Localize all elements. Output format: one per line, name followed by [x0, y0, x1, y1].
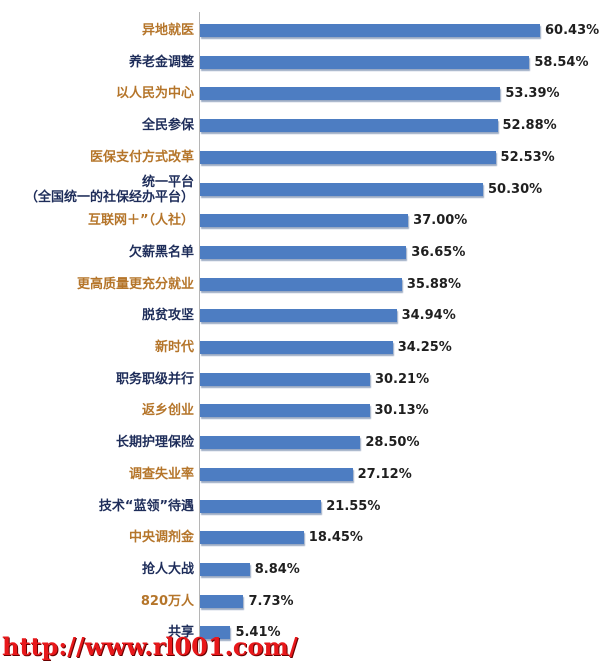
bar-value-label: 52.53% — [500, 149, 555, 165]
bar — [200, 562, 250, 576]
category-label: 抢人大战 — [142, 562, 194, 577]
category-label-line: 脱贫攻坚 — [141, 308, 194, 324]
bar — [200, 404, 370, 418]
category-label: 养老金调整 — [129, 55, 194, 70]
bar — [200, 150, 496, 164]
bar-value-label: 58.54% — [534, 54, 589, 70]
category-label-line: 技术“蓝领”待遇 — [98, 498, 194, 514]
category-label-line: 长期护理保险 — [115, 435, 194, 451]
bar — [200, 182, 483, 196]
watermark: http://www.rl001.com/ — [2, 632, 298, 661]
bar — [200, 467, 353, 481]
category-label: 脱贫攻坚 — [142, 308, 194, 323]
bar-value-label: 53.39% — [505, 86, 560, 102]
category-label: 返乡创业 — [142, 403, 194, 418]
bar-value-label: 30.21% — [374, 371, 430, 387]
bar-value-label: 30.13% — [374, 403, 429, 419]
bar-value-label: 21.55% — [326, 498, 381, 514]
category-label: 调查失业率 — [129, 467, 194, 482]
category-label-line: 调查失业率 — [128, 466, 194, 482]
bar — [200, 531, 304, 545]
bar-value-label: 18.45% — [308, 530, 363, 546]
category-label-line: 中央调剂金 — [128, 530, 194, 546]
category-label: 更高质量更充分就业 — [77, 277, 194, 292]
bar-value-label: 5.41% — [235, 625, 281, 641]
bar-value-label: 27.12% — [357, 466, 412, 482]
category-label-line: 职务职级并行 — [115, 371, 194, 387]
y-axis-line — [199, 12, 200, 652]
bar-value-label: 8.84% — [254, 561, 300, 577]
category-label-line: 全民参保 — [141, 118, 194, 134]
category-label: 中央调剂金 — [129, 530, 194, 545]
bar — [200, 309, 397, 323]
category-label: 共享 — [168, 625, 194, 640]
bar — [200, 341, 393, 354]
bar — [200, 55, 530, 69]
bar — [200, 87, 501, 101]
bar-value-label: 7.73% — [248, 593, 294, 609]
category-label: 医保支付方式改革 — [90, 150, 194, 165]
bar — [200, 245, 407, 259]
bar — [200, 499, 322, 513]
category-label-line: 养老金调整 — [128, 54, 194, 70]
category-label: 欠薪黑名单 — [129, 245, 194, 260]
category-label: 以人民为中心 — [116, 86, 194, 101]
bar-value-label: 52.88% — [502, 118, 557, 134]
category-label: 职务职级并行 — [116, 372, 194, 387]
bar-value-label: 34.94% — [401, 308, 456, 324]
bar — [200, 372, 370, 386]
category-label-line: 统一平台 — [141, 174, 194, 190]
category-label-line: 欠薪黑名单 — [128, 244, 194, 260]
bar — [200, 277, 402, 291]
bar — [200, 119, 498, 133]
bar-value-label: 37.00% — [413, 213, 468, 229]
bar-value-label: 28.50% — [365, 435, 420, 451]
category-label-line: 医保支付方式改革 — [89, 149, 194, 165]
bar-value-label: 36.65% — [411, 244, 466, 260]
category-label-line: 820万人 — [140, 593, 194, 609]
bar-value-label: 34.25% — [397, 340, 452, 355]
category-label-line: 互联网＋”（人社） — [87, 213, 194, 229]
category-label-line: 更高质量更充分就业 — [76, 276, 194, 292]
bar-value-label: 35.88% — [406, 276, 462, 292]
category-label: 长期护理保险 — [116, 435, 194, 450]
category-label-line: 以人民为中心 — [115, 86, 194, 102]
category-label: 新时代 — [155, 340, 194, 355]
category-label-line: 共享 — [167, 625, 194, 641]
bar — [200, 24, 540, 37]
category-label: 全民参保 — [142, 118, 194, 133]
bar — [200, 436, 361, 450]
category-label-line: 异地就医 — [141, 23, 194, 38]
category-label-line: 新时代 — [154, 340, 194, 355]
category-label: 统一平台 （全国统一的社保经办平台） — [25, 175, 194, 205]
category-label-line: （全国统一的社保经办平台） — [24, 189, 194, 205]
bar — [200, 214, 409, 228]
bar — [200, 594, 244, 608]
bar-value-label: 60.43% — [545, 23, 600, 38]
category-label: 互联网＋”（人社） — [88, 213, 194, 228]
category-label: 技术“蓝领”待遇 — [99, 499, 194, 514]
category-label: 异地就医 — [142, 23, 194, 38]
category-label: 820万人 — [141, 594, 194, 609]
bar — [200, 626, 231, 640]
category-label-line: 抢人大战 — [141, 561, 194, 577]
bar-value-label: 50.30% — [488, 181, 543, 197]
category-label-line: 返乡创业 — [141, 403, 194, 419]
